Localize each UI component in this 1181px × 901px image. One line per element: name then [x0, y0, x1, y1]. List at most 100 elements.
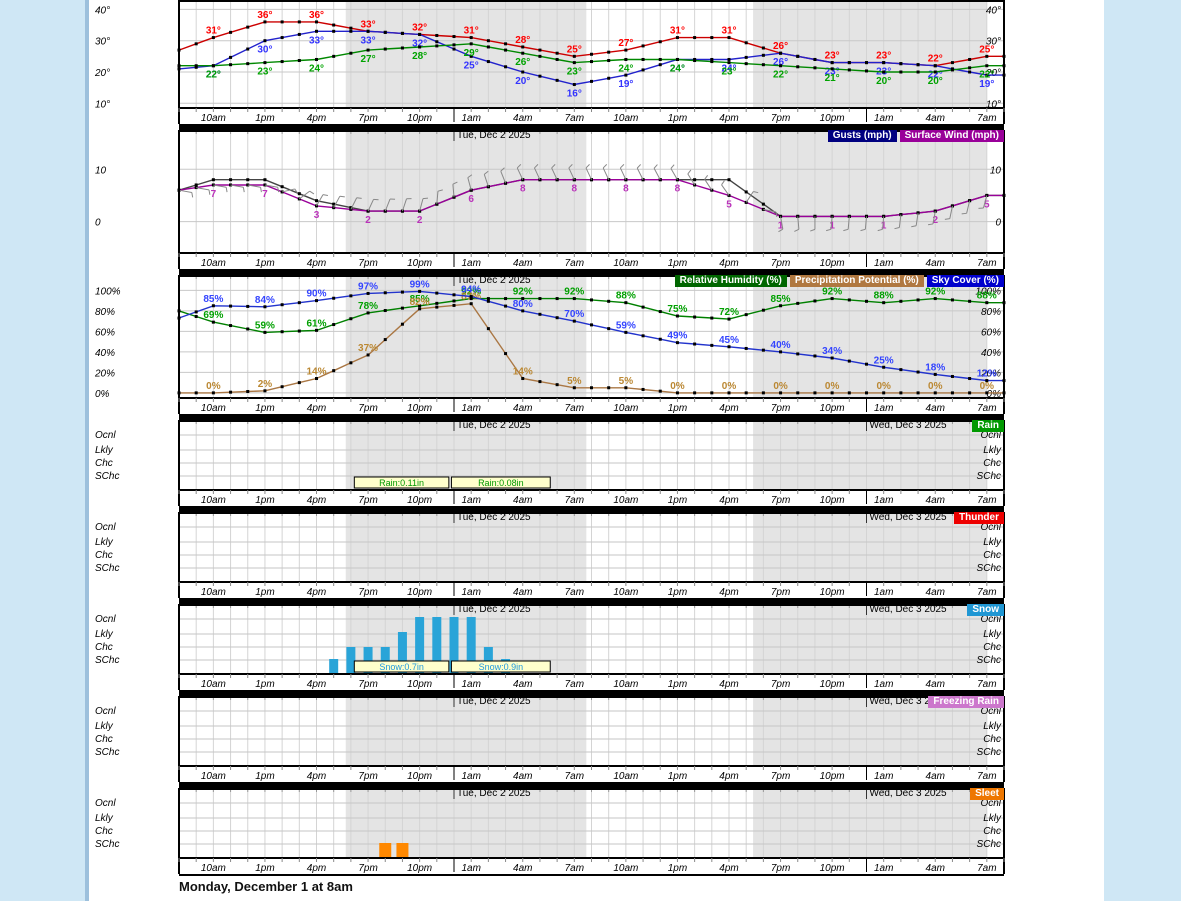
svg-text:10: 10: [95, 165, 107, 176]
svg-text:7pm: 7pm: [771, 587, 790, 598]
svg-text:4pm: 4pm: [307, 679, 326, 690]
svg-text:1am: 1am: [461, 771, 480, 782]
svg-text:59%: 59%: [255, 320, 275, 331]
svg-text:Lkly: Lkly: [95, 813, 114, 824]
svg-text:7pm: 7pm: [771, 771, 790, 782]
svg-text:10pm: 10pm: [820, 771, 845, 782]
svg-text:85%: 85%: [410, 294, 430, 305]
svg-text:Lkly: Lkly: [95, 721, 114, 732]
svg-text:32°: 32°: [412, 38, 427, 49]
svg-text:69%: 69%: [203, 310, 223, 321]
svg-text:3: 3: [314, 210, 320, 221]
svg-text:100%: 100%: [95, 286, 121, 297]
svg-text:45%: 45%: [719, 335, 739, 346]
svg-text:30°: 30°: [95, 37, 110, 48]
svg-text:10pm: 10pm: [820, 863, 845, 874]
svg-text:1pm: 1pm: [668, 679, 687, 690]
svg-text:0%: 0%: [95, 389, 110, 400]
svg-text:59%: 59%: [616, 320, 636, 331]
svg-text:Ocnl: Ocnl: [95, 798, 116, 809]
svg-text:36°: 36°: [309, 10, 324, 21]
svg-text:10pm: 10pm: [407, 113, 432, 124]
legend-tags-freezing-rain: Freezing Rain: [928, 696, 1004, 708]
svg-text:1pm: 1pm: [255, 113, 274, 124]
svg-text:99%: 99%: [410, 279, 430, 290]
svg-text:10pm: 10pm: [407, 495, 432, 506]
svg-text:28°: 28°: [412, 51, 427, 62]
svg-text:Lkly: Lkly: [983, 813, 1002, 824]
legend-tag-sky-cover: Sky Cover (%): [926, 275, 1004, 287]
svg-text:10°: 10°: [95, 99, 110, 110]
chart-caption: Monday, December 1 at 8am: [179, 879, 353, 894]
svg-text:24°: 24°: [618, 63, 633, 74]
svg-text:10am: 10am: [201, 679, 226, 690]
svg-text:7pm: 7pm: [358, 771, 377, 782]
svg-text:1am: 1am: [461, 495, 480, 506]
svg-text:5: 5: [726, 199, 732, 210]
svg-text:8: 8: [623, 184, 629, 195]
svg-text:SChc: SChc: [977, 839, 1001, 850]
svg-text:20°: 20°: [928, 76, 943, 87]
svg-text:19°: 19°: [979, 79, 994, 90]
panel-temperature: 10° 10° 20° 20° 30° 30° 40° 40° 31° 36° 36° 33° 32° 3…: [89, 0, 1101, 130]
svg-text:4am: 4am: [926, 258, 945, 269]
svg-text:7am: 7am: [977, 587, 996, 598]
svg-text:Chc: Chc: [95, 642, 113, 653]
svg-text:Lkly: Lkly: [95, 537, 114, 548]
svg-text:4pm: 4pm: [307, 113, 326, 124]
svg-text:Ocnl: Ocnl: [980, 614, 1001, 625]
svg-text:Lkly: Lkly: [95, 445, 114, 456]
svg-text:10am: 10am: [613, 403, 638, 414]
svg-text:10pm: 10pm: [820, 679, 845, 690]
svg-text:80%: 80%: [513, 299, 533, 310]
svg-text:10pm: 10pm: [407, 587, 432, 598]
svg-text:92%: 92%: [461, 287, 481, 298]
svg-text:21°: 21°: [825, 73, 840, 84]
svg-text:88%: 88%: [616, 291, 636, 302]
panel-wind: 0 0 10 10 7 7 3 2 2 6 8 8 8 8 5 1 1 1 2 5 10am 1pm 4pm 7pm 10pm 1…: [89, 130, 1101, 275]
svg-text:1am: 1am: [874, 258, 893, 269]
svg-text:1pm: 1pm: [668, 863, 687, 874]
svg-text:1am: 1am: [874, 403, 893, 414]
svg-text:7: 7: [262, 189, 268, 200]
svg-text:25°: 25°: [464, 60, 479, 71]
svg-text:SChc: SChc: [95, 563, 119, 574]
svg-text:20°: 20°: [94, 68, 110, 79]
svg-text:4am: 4am: [926, 679, 945, 690]
svg-text:Ocnl: Ocnl: [980, 430, 1001, 441]
day-label-wed: Wed, Dec 3 2025: [869, 696, 947, 707]
svg-text:1am: 1am: [461, 863, 480, 874]
svg-text:1am: 1am: [874, 863, 893, 874]
svg-text:7: 7: [211, 189, 217, 200]
panel-thunder: Ocnl Ocnl Lkly Lkly Chc Chc SChc SChc 10am 1pm 4pm…: [89, 512, 1101, 604]
panel-humidity-canvas: 0% 0%20% 20%40% 40%60% 60%80% 80%100% 100%69%5…: [94, 275, 1006, 420]
svg-text:Chc: Chc: [95, 458, 113, 469]
svg-text:Chc: Chc: [983, 734, 1001, 745]
svg-text:Chc: Chc: [95, 550, 113, 561]
svg-text:26°: 26°: [773, 57, 788, 68]
svg-text:10pm: 10pm: [407, 771, 432, 782]
panel-snow: Ocnl Ocnl Lkly Lkly Chc Chc SChc SChc Snow:0.7in…: [89, 604, 1101, 696]
svg-text:0%: 0%: [928, 381, 943, 392]
svg-text:7am: 7am: [565, 113, 584, 124]
svg-text:0%: 0%: [722, 381, 737, 392]
svg-text:1am: 1am: [461, 679, 480, 690]
day-label-tue: Tue, Dec 2 2025: [457, 512, 531, 523]
svg-text:20°: 20°: [515, 76, 530, 87]
svg-text:16°: 16°: [567, 89, 582, 100]
svg-text:SChc: SChc: [977, 563, 1001, 574]
svg-text:SChc: SChc: [977, 655, 1001, 666]
svg-text:40%: 40%: [771, 340, 791, 351]
legend-tags-wind: Gusts (mph) Surface Wind (mph): [827, 130, 1004, 142]
svg-text:7am: 7am: [977, 863, 996, 874]
svg-text:27°: 27°: [618, 38, 633, 49]
svg-text:4pm: 4pm: [307, 495, 326, 506]
svg-text:8: 8: [572, 184, 578, 195]
svg-text:1pm: 1pm: [255, 495, 274, 506]
svg-text:SChc: SChc: [95, 655, 119, 666]
svg-text:10am: 10am: [613, 863, 638, 874]
svg-text:1pm: 1pm: [255, 403, 274, 414]
svg-text:31°: 31°: [206, 26, 221, 37]
svg-text:7am: 7am: [977, 495, 996, 506]
svg-text:1am: 1am: [874, 587, 893, 598]
